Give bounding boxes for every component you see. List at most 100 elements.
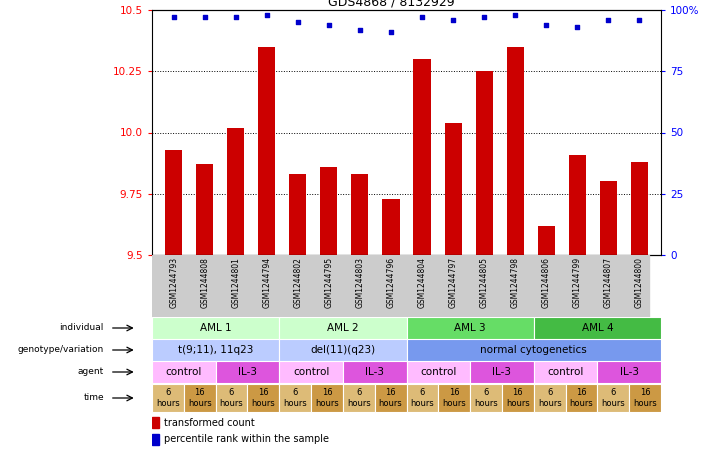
Bar [414,59,430,255]
Text: GSM1244805: GSM1244805 [479,257,489,308]
Bar [502,384,533,412]
Text: t(9;11), 11q23: t(9;11), 11q23 [178,345,253,355]
Bar [184,384,216,412]
Bar [629,384,661,412]
Bar [383,199,400,255]
Bar [597,384,629,412]
Bar [152,434,159,445]
Text: individual: individual [60,323,104,333]
Point [323,21,334,29]
Text: IL-3: IL-3 [620,367,639,377]
Bar [507,47,524,255]
Text: GSM1244798: GSM1244798 [510,257,519,308]
Bar [438,384,470,412]
Text: control: control [165,367,202,377]
Text: AML 2: AML 2 [327,323,359,333]
Text: control: control [547,367,584,377]
Bar [279,339,407,361]
Bar [343,361,407,383]
Bar [470,384,502,412]
Bar [475,71,493,255]
Text: 16
hours: 16 hours [188,388,212,408]
Text: AML 3: AML 3 [454,323,486,333]
Text: GSM1244808: GSM1244808 [200,257,210,308]
Bar [152,384,184,412]
Text: GSM1244801: GSM1244801 [231,257,240,308]
Text: 16
hours: 16 hours [633,388,657,408]
Text: percentile rank within the sample: percentile rank within the sample [164,434,329,444]
Bar [407,361,470,383]
Point [571,24,583,31]
Text: 16
hours: 16 hours [252,388,275,408]
Text: agent: agent [78,367,104,376]
Text: transformed count: transformed count [164,418,255,428]
Point [230,14,241,21]
Text: GSM1244799: GSM1244799 [573,257,582,308]
Point [510,11,521,19]
Bar [566,384,597,412]
Point [416,14,428,21]
Bar [290,174,306,255]
Text: 6
hours: 6 hours [411,388,435,408]
Bar [279,384,311,412]
Text: normal cytogenetics: normal cytogenetics [480,345,587,355]
Bar [152,361,216,383]
Text: GSM1244803: GSM1244803 [355,257,365,308]
Text: AML 1: AML 1 [200,323,231,333]
Text: 6
hours: 6 hours [601,388,625,408]
Text: GSM1244795: GSM1244795 [325,257,334,308]
Bar [533,318,661,338]
Bar [152,417,159,428]
Bar [216,384,247,412]
Text: control: control [420,367,456,377]
Bar [279,361,343,383]
Text: 16
hours: 16 hours [506,388,530,408]
Bar [152,339,279,361]
Point [199,14,210,21]
Point [168,14,179,21]
Point [447,16,458,24]
Bar [216,361,279,383]
Bar [351,174,369,255]
Point [386,29,397,36]
Bar [533,384,566,412]
Text: GSM1244802: GSM1244802 [294,257,302,308]
Point [479,14,490,21]
Text: IL-3: IL-3 [365,367,384,377]
Bar [196,164,213,255]
Bar [320,167,337,255]
Bar [311,384,343,412]
Text: 6
hours: 6 hours [219,388,243,408]
Bar [165,149,182,255]
Bar [375,384,407,412]
Text: time: time [83,394,104,403]
Text: control: control [293,367,329,377]
Bar [597,361,661,383]
Bar [407,339,661,361]
Point [603,16,614,24]
Text: 6
hours: 6 hours [283,388,307,408]
Text: GSM1244793: GSM1244793 [169,257,178,308]
Text: GSM1244806: GSM1244806 [542,257,551,308]
Bar [407,384,438,412]
Text: genotype/variation: genotype/variation [18,346,104,355]
Text: 16
hours: 16 hours [379,388,402,408]
Bar [258,47,275,255]
Text: GSM1244804: GSM1244804 [418,257,426,308]
Point [261,11,273,19]
Text: 6
hours: 6 hours [474,388,498,408]
Point [354,26,365,33]
Text: GSM1244797: GSM1244797 [449,257,458,308]
Bar [227,128,245,255]
Text: del(11)(q23): del(11)(q23) [311,345,376,355]
Text: IL-3: IL-3 [492,367,512,377]
Title: GDS4868 / 8132929: GDS4868 / 8132929 [328,0,454,9]
Bar [279,318,407,338]
Text: 16
hours: 16 hours [570,388,593,408]
Point [634,16,645,24]
Text: 6
hours: 6 hours [538,388,562,408]
Bar [533,361,597,383]
Text: IL-3: IL-3 [238,367,257,377]
Bar [343,384,375,412]
Text: 6
hours: 6 hours [347,388,371,408]
